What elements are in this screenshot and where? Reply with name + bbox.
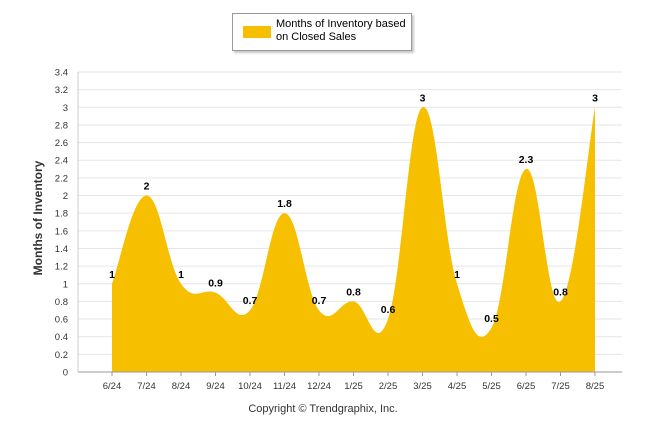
x-tick-label: 6/25	[517, 381, 536, 392]
data-label: 2	[144, 181, 150, 193]
y-tick-label: 2.4	[55, 156, 68, 167]
data-label: 0.5	[484, 313, 499, 325]
data-label: 1	[454, 269, 460, 281]
y-tick-label: 1.6	[55, 226, 68, 237]
data-label: 3	[420, 92, 426, 104]
y-tick-label: 1	[63, 279, 68, 290]
y-tick-label: 0.8	[55, 297, 68, 308]
y-tick-label: 2	[63, 191, 68, 202]
y-tick-label: 2.8	[55, 120, 68, 131]
y-tick-label: 2.2	[55, 173, 68, 184]
data-label: 3	[592, 92, 598, 104]
y-tick-label: 3	[63, 103, 68, 114]
data-label: 2.3	[519, 154, 534, 166]
x-tick-label: 3/25	[413, 381, 432, 392]
x-tick-label: 10/24	[238, 381, 262, 392]
y-tick-labels: 0 0.2 0.4 0.6 0.8 1 1.2 1.4 1.6 1.8 2 2.2 2.4 2.6 2.8 3…	[55, 68, 68, 379]
y-tick-label: 3.4	[55, 68, 68, 79]
copyright-text: Copyright © Trendgraphix, Inc.	[248, 403, 398, 415]
data-label: 1	[109, 269, 115, 281]
data-label: 0.7	[243, 295, 258, 307]
legend: Months of Inventory based on Closed Sale…	[232, 13, 412, 51]
y-axis-title: Months of Inventory	[31, 160, 45, 275]
data-label: 0.9	[208, 278, 223, 290]
x-tick-label: 4/25	[448, 381, 467, 392]
x-tick-label: 5/25	[482, 381, 501, 392]
series-area	[112, 107, 595, 372]
axes	[77, 72, 622, 373]
x-tick-label: 7/24	[137, 381, 156, 392]
x-tick-label: 8/25	[586, 381, 605, 392]
y-tick-label: 0.6	[55, 315, 68, 326]
y-tick-label: 0.2	[55, 350, 68, 361]
data-label: 1	[178, 269, 184, 281]
x-tick-label: 11/24	[273, 381, 296, 392]
legend-label: Months of Inventory based on Closed Sale…	[276, 18, 406, 43]
y-tick-label: 1.8	[55, 209, 68, 220]
data-label: 0.6	[381, 304, 396, 316]
series-area-fill	[112, 107, 595, 372]
data-label: 0.8	[553, 286, 568, 298]
x-tick-label: 2/25	[379, 381, 398, 392]
y-tick-label: 0.4	[55, 332, 68, 343]
x-tick-label: 6/24	[103, 381, 122, 392]
x-tick-label: 7/25	[551, 381, 570, 392]
x-tick-labels: 6/24 7/24 8/24 9/24 10/24 11/24 12/24 1/25 2/25 3…	[103, 372, 605, 392]
x-tick-label: 1/25	[344, 381, 363, 392]
y-tick-label: 1.2	[55, 262, 68, 273]
legend-swatch	[243, 26, 271, 38]
y-tick-label: 0	[63, 368, 68, 379]
y-tick-label: 2.6	[55, 138, 68, 149]
data-label: 0.8	[346, 286, 361, 298]
x-tick-label: 9/24	[206, 381, 225, 392]
data-label: 1.8	[277, 198, 292, 210]
x-tick-label: 8/24	[172, 381, 191, 392]
y-tick-label: 3.2	[55, 85, 68, 96]
data-label: 0.7	[312, 295, 327, 307]
data-labels: 1 2 1 0.9 0.7 1.8 0.7 0.8 0.6 3 1 0.5 2.3 0.8 3	[109, 92, 598, 328]
y-tick-label: 1.4	[55, 244, 68, 255]
x-tick-label: 12/24	[307, 381, 331, 392]
